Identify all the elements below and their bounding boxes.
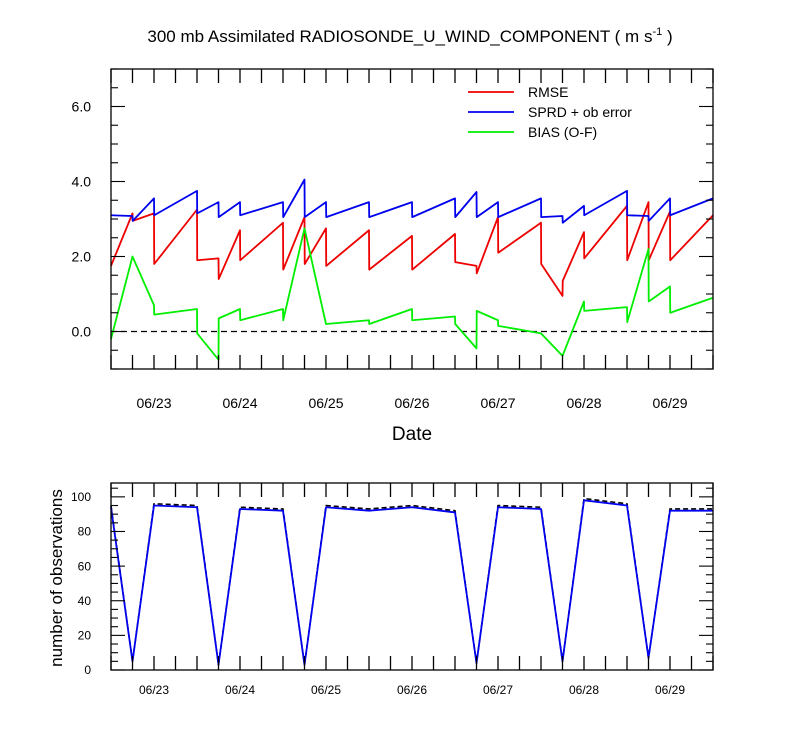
series-line-rmse (110, 201, 714, 297)
x-tick-label: 06/24 (222, 395, 257, 411)
legend-entry: BIAS (O-F) (528, 124, 597, 140)
bottom-chart: 06/23 06/24 06/25 06/26 06/27 06/28 06/29 0 20 40… (71, 482, 714, 697)
chart-title: 300 mb Assimilated RADIOSONDE_U_WIND_COM… (147, 26, 672, 46)
x-tick-label: 06/29 (652, 395, 687, 411)
series-line-possible (110, 497, 713, 666)
plot-frame (110, 482, 714, 671)
y-tick-label: 4.0 (72, 173, 92, 189)
x-tick-label: 06/26 (397, 683, 427, 697)
x-tick-label: 06/23 (136, 395, 171, 411)
series-line-assimilated (110, 499, 713, 666)
y-tick-label: 6.0 (72, 98, 92, 114)
y-tick-label: 80 (78, 525, 92, 539)
y-tick-label: 40 (78, 594, 92, 608)
top-chart: 06/23 06/24 06/25 06/26 06/27 06/28 06/29 0.0 2.… (72, 68, 714, 411)
y-tick-label: 20 (78, 629, 92, 643)
y-tick-label: 100 (71, 490, 91, 504)
x-tick-label: 06/27 (480, 395, 515, 411)
x-tick-label: 06/27 (483, 683, 513, 697)
y-tick-label: 0.0 (72, 323, 92, 339)
top-x-axis-label: Date (392, 424, 432, 445)
x-tick-label: 06/23 (139, 683, 169, 697)
x-tick-label: 06/25 (311, 683, 341, 697)
x-tick-label: 06/28 (569, 683, 599, 697)
bottom-y-axis-label: number of observations (47, 489, 66, 667)
x-tick-label: 06/28 (566, 395, 601, 411)
y-tick-label: 2.0 (72, 248, 92, 264)
x-tick-label: 06/24 (225, 683, 255, 697)
y-tick-label: 0 (84, 663, 91, 677)
x-tick-label: 06/25 (308, 395, 343, 411)
y-tick-label: 60 (78, 559, 92, 573)
legend-entry: RMSE (528, 84, 568, 100)
x-tick-label: 06/26 (394, 395, 429, 411)
legend-entry: SPRD + ob error (528, 104, 632, 120)
series-line-sprd-ob-error (110, 178, 714, 224)
x-tick-label: 06/29 (655, 683, 685, 697)
series-line-bias-o-f (110, 227, 714, 361)
